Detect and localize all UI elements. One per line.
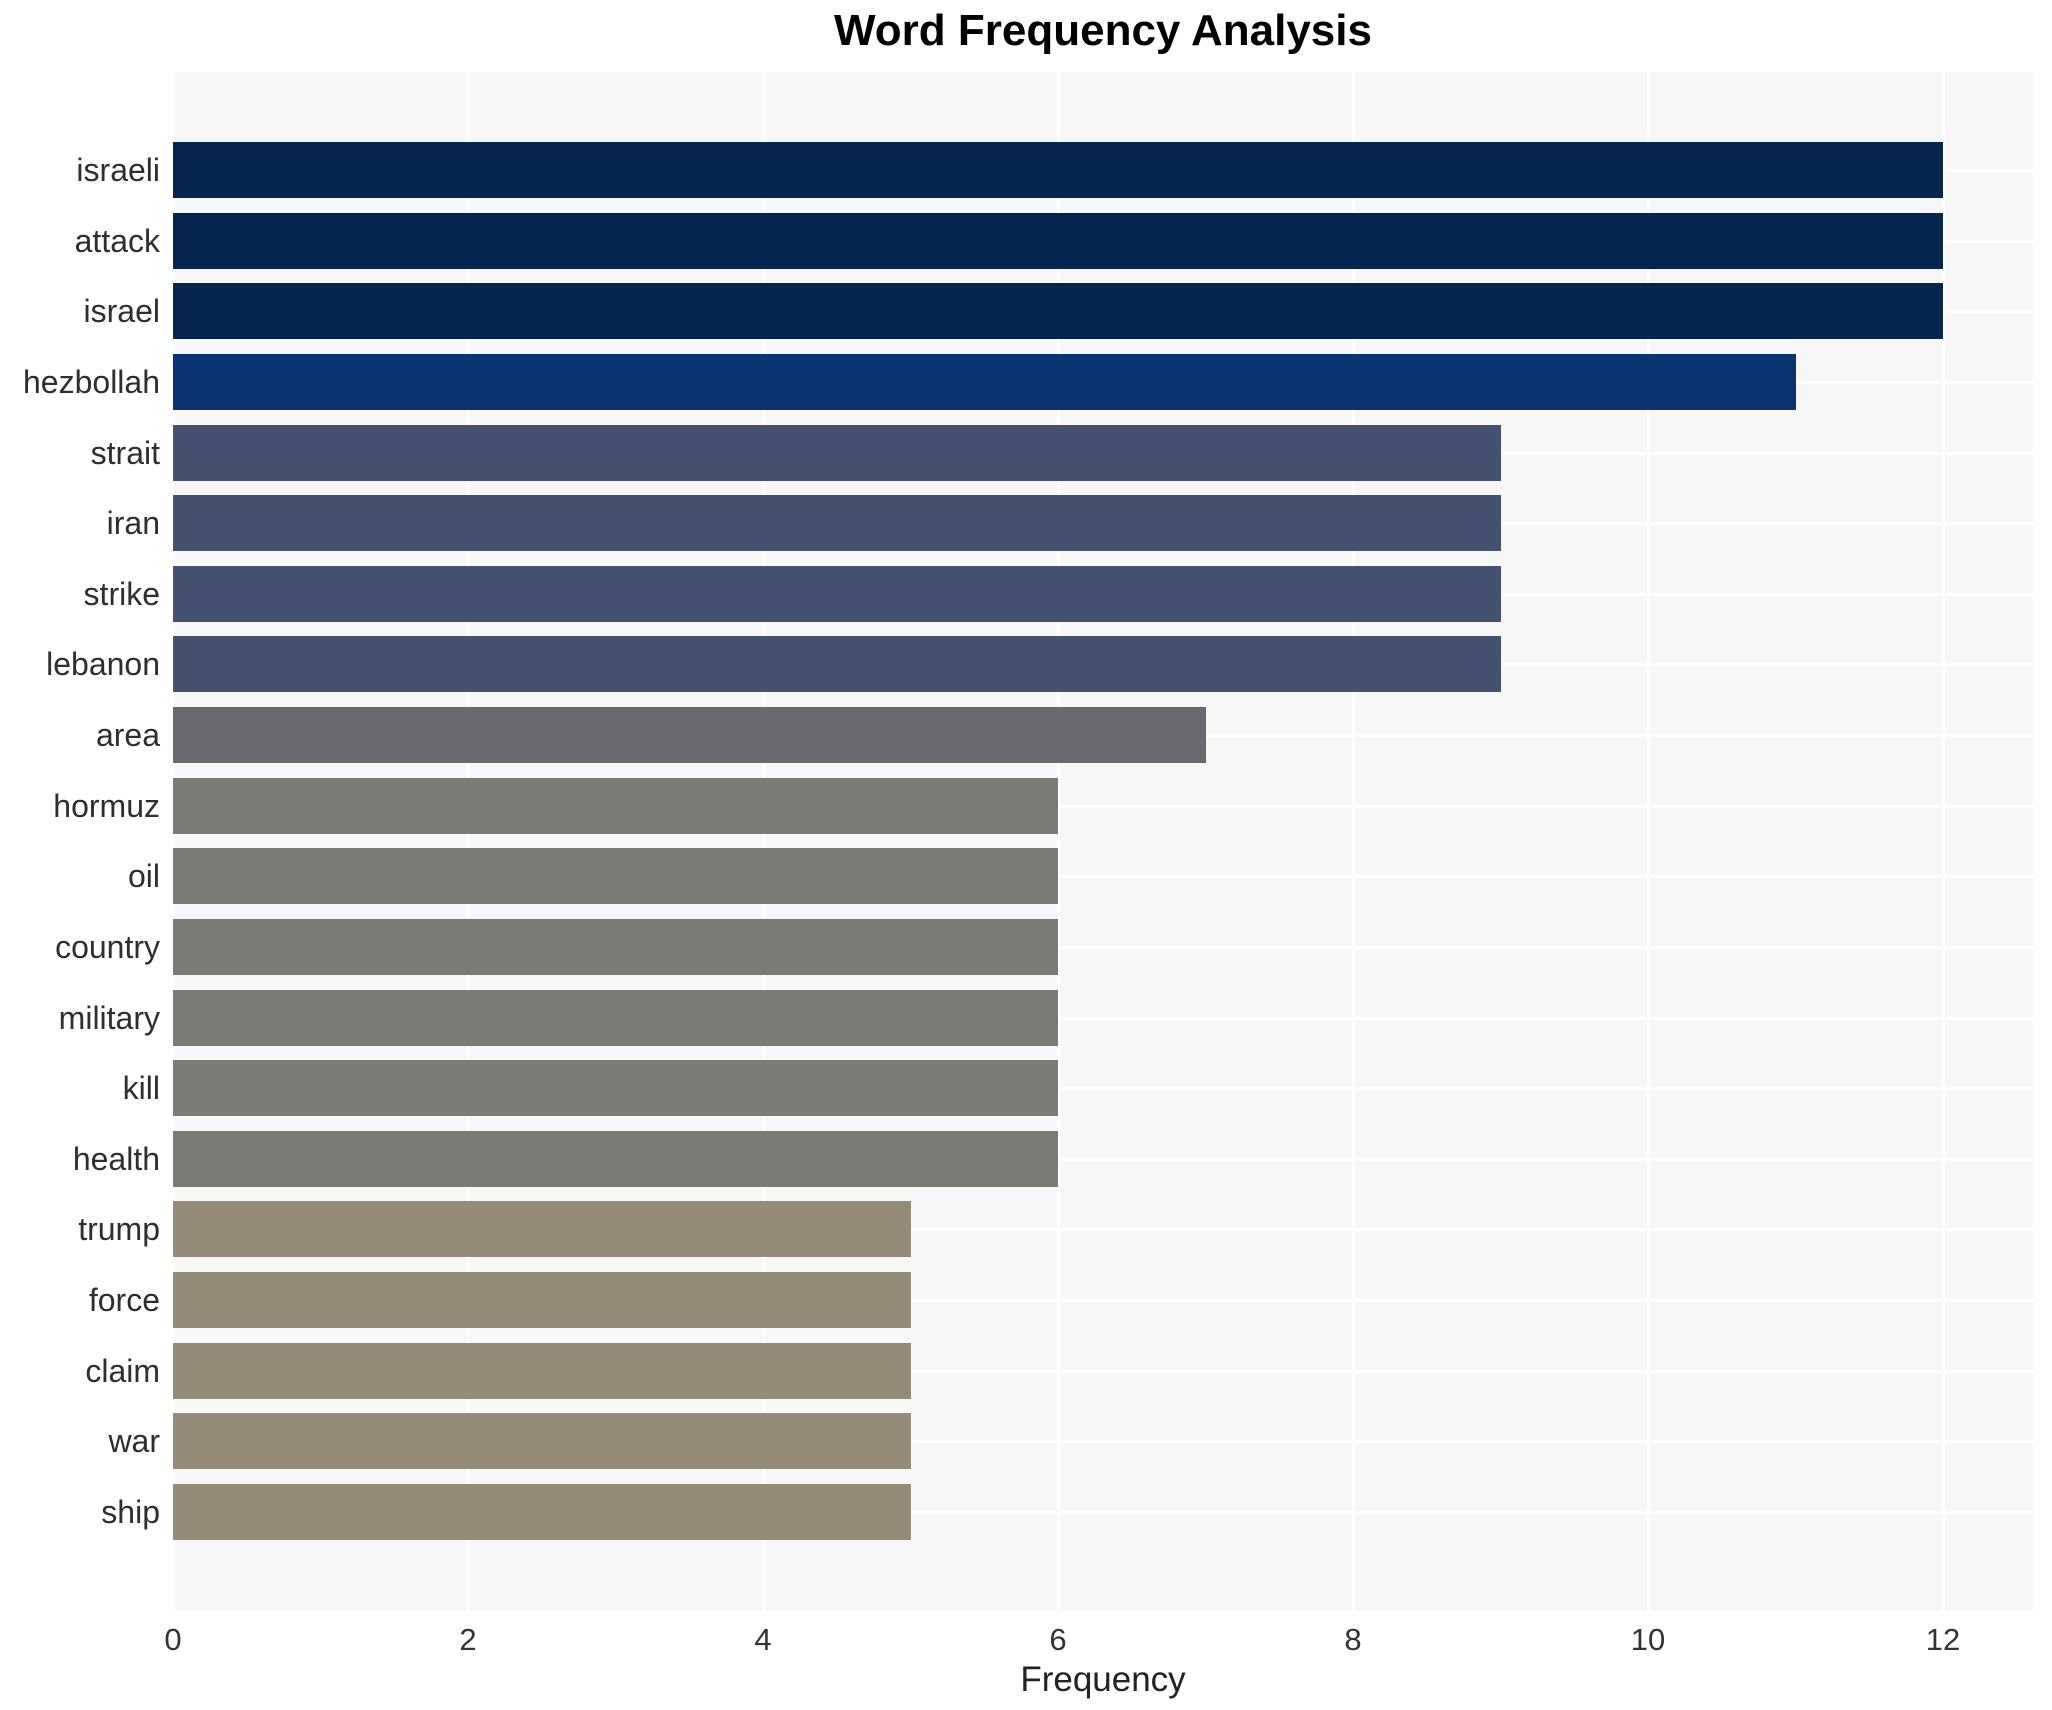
bar-hezbollah bbox=[173, 353, 1796, 410]
bar-country bbox=[173, 918, 1058, 975]
x-tick-label-4: 4 bbox=[754, 1622, 772, 1657]
bar-kill bbox=[173, 1060, 1058, 1117]
bar-israeli bbox=[173, 142, 1944, 198]
gridline-horizontal bbox=[173, 1228, 2033, 1232]
x-tick-label-10: 10 bbox=[1630, 1622, 1666, 1657]
y-axis-label-ship: ship bbox=[101, 1493, 160, 1530]
bar-claim bbox=[173, 1342, 911, 1399]
gridline-vertical bbox=[1647, 72, 1651, 1611]
bar-area bbox=[173, 707, 1206, 764]
x-tick-label-6: 6 bbox=[1049, 1622, 1067, 1657]
gridline-vertical bbox=[467, 72, 470, 1611]
y-axis-label-kill: kill bbox=[122, 1070, 160, 1107]
bar-strike bbox=[173, 565, 1501, 622]
y-axis-label-claim: claim bbox=[85, 1352, 160, 1389]
y-axis-label-israel: israel bbox=[83, 293, 160, 330]
y-axis-label-attack: attack bbox=[74, 222, 160, 259]
y-axis-label-health: health bbox=[72, 1140, 160, 1177]
y-axis-label-strait: strait bbox=[90, 434, 160, 471]
gridline-horizontal bbox=[173, 1440, 2033, 1444]
y-axis-label-oil: oil bbox=[127, 858, 160, 895]
bar-military bbox=[173, 989, 1058, 1046]
y-axis-label-israeli: israeli bbox=[76, 152, 160, 188]
y-axis-label-force: force bbox=[88, 1282, 160, 1319]
y-axis-label-military: military bbox=[58, 999, 160, 1036]
gridline-vertical bbox=[1352, 72, 1356, 1611]
bar-oil bbox=[173, 848, 1058, 905]
y-axis-label-iran: iran bbox=[106, 505, 160, 542]
bar-ship bbox=[173, 1483, 911, 1540]
gridline-horizontal bbox=[173, 1087, 2033, 1091]
bar-lebanon bbox=[173, 636, 1501, 693]
gridline-horizontal bbox=[173, 875, 2033, 879]
y-axis-label-country: country bbox=[55, 928, 160, 965]
y-axis-label-hezbollah: hezbollah bbox=[23, 363, 160, 400]
gridline-horizontal bbox=[173, 1510, 2033, 1514]
x-tick-label-2: 2 bbox=[459, 1622, 477, 1657]
bar-force bbox=[173, 1272, 911, 1329]
gridline-horizontal bbox=[173, 1157, 2033, 1161]
bar-health bbox=[173, 1130, 1058, 1187]
bar-trump bbox=[173, 1201, 911, 1258]
plot-area bbox=[172, 72, 2033, 1611]
bar-israel bbox=[173, 283, 1944, 340]
gridline-vertical bbox=[762, 72, 765, 1611]
y-axis-label-strike: strike bbox=[83, 575, 160, 612]
gridline-vertical bbox=[1942, 72, 1946, 1611]
gridline-horizontal bbox=[173, 1369, 2033, 1373]
bar-strait bbox=[173, 424, 1501, 481]
y-axis-label-trump: trump bbox=[78, 1211, 160, 1248]
gridline-horizontal bbox=[173, 945, 2033, 949]
gridline-horizontal bbox=[173, 1016, 2033, 1020]
bar-war bbox=[173, 1413, 911, 1470]
x-tick-label-8: 8 bbox=[1344, 1622, 1362, 1657]
gridline-vertical bbox=[172, 72, 175, 1611]
bar-attack bbox=[173, 212, 1944, 269]
bar-iran bbox=[173, 495, 1501, 552]
y-axis-label-area: area bbox=[95, 717, 160, 754]
gridline-vertical bbox=[1057, 72, 1060, 1611]
x-tick-label-0: 0 bbox=[164, 1622, 182, 1657]
y-axis-label-hormuz: hormuz bbox=[53, 787, 160, 824]
x-tick-label-12: 12 bbox=[1925, 1622, 1961, 1657]
y-axis-label-war: war bbox=[108, 1423, 160, 1460]
gridline-horizontal bbox=[173, 804, 2033, 808]
x-axis-title: Frequency bbox=[1020, 1660, 1186, 1699]
y-axis-label-lebanon: lebanon bbox=[46, 646, 160, 683]
gridline-horizontal bbox=[173, 1299, 2033, 1303]
chart-title: Word Frequency Analysis bbox=[834, 6, 1372, 55]
bar-hormuz bbox=[173, 777, 1058, 834]
